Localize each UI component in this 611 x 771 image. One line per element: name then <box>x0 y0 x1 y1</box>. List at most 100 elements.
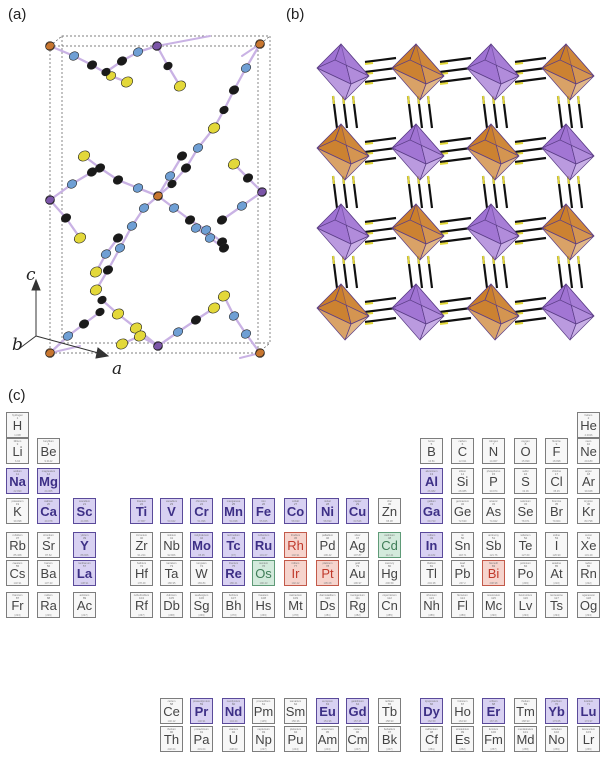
element-number: 91 <box>199 730 204 734</box>
axis-label-a: a <box>112 359 122 379</box>
element-symbol: Og <box>579 598 598 613</box>
element-cell-ta: tantalum 73 Ta 180.95 <box>160 560 183 586</box>
element-name: potassium <box>11 500 24 503</box>
element-cell-zn: zinc 30 Zn 65.38 <box>378 498 401 524</box>
element-cell-ru: ruthenium 44 Ru 101.07 <box>252 532 275 558</box>
element-cell-og: oganesson 118 Og [294] <box>577 592 600 618</box>
element-mass: 20.180 <box>584 460 593 463</box>
element-symbol: Tm <box>516 704 535 719</box>
linker-sulfur <box>407 255 410 265</box>
element-mass: [251] <box>428 748 435 751</box>
element-symbol: Tl <box>426 566 437 581</box>
element-number: 94 <box>293 730 298 734</box>
element-number: 44 <box>261 536 266 540</box>
element-name: phosphorus <box>486 470 501 473</box>
atoms <box>45 39 267 358</box>
element-symbol: Ga <box>422 504 441 519</box>
element-symbol: Bk <box>381 732 398 747</box>
element-name: meitnerium <box>289 594 302 597</box>
element-symbol: H <box>12 418 23 433</box>
element-cell-pt: platinum 78 Pt 195.08 <box>316 560 339 586</box>
element-mass: 54.938 <box>229 520 238 523</box>
element-name: thallium <box>427 562 436 565</box>
element-number: 39 <box>82 536 87 540</box>
element-mass: [209] <box>522 582 529 585</box>
panel-label-c: (c) <box>8 387 26 404</box>
axis-indicator <box>19 278 110 359</box>
linker <box>439 216 472 224</box>
atom <box>192 143 204 153</box>
element-name: cobalt <box>292 500 299 503</box>
atom <box>45 348 55 358</box>
octahedron-orange <box>466 283 520 341</box>
element-mass: 12.011 <box>458 460 467 463</box>
atom <box>190 315 202 325</box>
element-symbol: Ti <box>135 504 148 519</box>
element-name: antimony <box>488 534 499 537</box>
element-symbol: Hs <box>255 598 272 613</box>
linker-sulfur <box>557 255 560 265</box>
element-cell-li: lithium 3 Li 6.94 <box>6 438 29 464</box>
element-number: 17 <box>554 472 559 476</box>
element-name: lutetium <box>583 700 594 703</box>
element-symbol: Nh <box>423 598 440 613</box>
element-mass: [258] <box>522 748 529 751</box>
element-number: 109 <box>292 596 298 600</box>
element-number: 59 <box>199 702 204 706</box>
linker <box>439 236 472 244</box>
element-cell-u: uranium 92 U 238.03 <box>222 726 245 752</box>
element-symbol: Mc <box>484 598 503 613</box>
element-symbol: Fm <box>484 732 503 747</box>
element-mass: [269] <box>260 614 267 617</box>
element-symbol: Sb <box>485 538 502 553</box>
element-name: calcium <box>44 500 53 503</box>
atom <box>173 80 187 92</box>
element-number: 62 <box>293 702 298 706</box>
element-number: 48 <box>387 536 392 540</box>
element-mass: 144.24 <box>229 720 238 723</box>
linker <box>364 296 397 304</box>
linker <box>514 156 547 164</box>
element-mass: 39.948 <box>584 490 593 493</box>
element-mass: 173.05 <box>552 720 561 723</box>
element-name: tennessine <box>550 594 563 597</box>
element-mass: 231.04 <box>197 748 206 751</box>
element-number: 96 <box>355 730 360 734</box>
element-number: 16 <box>523 472 528 476</box>
element-name: silver <box>354 534 361 537</box>
element-symbol: Pu <box>287 732 304 747</box>
element-symbol: Y <box>80 538 89 553</box>
element-mass: 51.996 <box>197 520 206 523</box>
element-name: erbium <box>489 700 498 703</box>
atom <box>255 39 265 49</box>
element-mass: 50.942 <box>167 520 176 523</box>
element-number: 63 <box>325 702 330 706</box>
element-number: 84 <box>523 564 528 568</box>
element-name: thorium <box>167 728 176 731</box>
element-cell-cm: curium 96 Cm [247] <box>346 726 369 752</box>
element-name: neptunium <box>257 728 270 731</box>
element-symbol: Sm <box>285 704 306 719</box>
element-mass: 150.36 <box>291 720 300 723</box>
element-mass: 208.98 <box>489 582 498 585</box>
element-symbol: Mn <box>224 504 243 519</box>
element-mass: 190.23 <box>259 582 268 585</box>
panel-label-a: (a) <box>8 6 27 23</box>
element-cell-fm: fermium 100 Fm [257] <box>482 726 505 752</box>
element-name: hafnium <box>136 562 147 565</box>
element-mass: 118.71 <box>458 554 467 557</box>
element-symbol: Es <box>454 732 471 747</box>
element-symbol: I <box>554 538 559 553</box>
atom <box>45 195 55 205</box>
element-cell-dy: dysprosium 66 Dy 162.50 <box>420 698 443 724</box>
element-cell-ni: nickel 28 Ni 58.693 <box>316 498 339 524</box>
element-mass: 196.97 <box>353 582 362 585</box>
element-mass: [247] <box>386 748 393 751</box>
element-mass: 127.60 <box>521 554 530 557</box>
element-symbol: U <box>228 732 239 747</box>
linker-sulfur <box>439 302 449 305</box>
linker <box>364 216 397 224</box>
linker-sulfur <box>514 62 524 65</box>
element-number: 38 <box>46 536 51 540</box>
element-symbol: Sn <box>454 538 471 553</box>
